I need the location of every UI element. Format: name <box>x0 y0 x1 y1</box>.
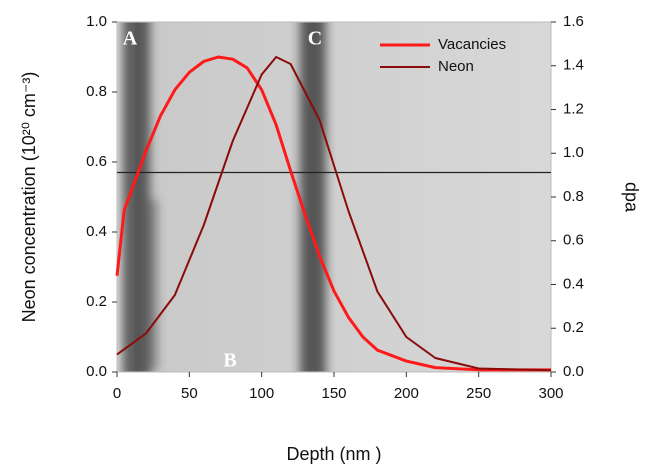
y-tick-label: 0.2 <box>86 293 107 310</box>
annotation: B <box>223 350 236 372</box>
y2-tick-label: 0.8 <box>563 188 584 205</box>
x-tick-label: 250 <box>466 385 491 402</box>
y2-tick-label: 0.2 <box>563 319 584 336</box>
y2-tick-label: 1.0 <box>563 144 584 161</box>
y-axis-label: Neon concentration (10²⁰ cm⁻³) <box>19 72 39 323</box>
x-tick-label: 50 <box>181 385 198 402</box>
x-tick-label: 150 <box>321 385 346 402</box>
x-axis-label: Depth (nm ) <box>286 444 381 464</box>
y-tick-label: 1.0 <box>86 13 107 30</box>
x-tick-label: 200 <box>394 385 419 402</box>
x-tick-label: 300 <box>538 385 563 402</box>
micrograph <box>117 22 551 372</box>
y-tick-label: 0.0 <box>86 363 107 380</box>
y-tick-label: 0.8 <box>86 83 107 100</box>
y2-tick-label: 0.6 <box>563 232 584 249</box>
y2-tick-label: 0.4 <box>563 275 584 292</box>
x-tick-label: 0 <box>113 385 121 402</box>
y2-tick-label: 1.2 <box>563 100 584 117</box>
y-tick-label: 0.4 <box>86 223 107 240</box>
series-line <box>115 55 551 372</box>
y2-tick-label: 1.4 <box>563 57 584 74</box>
annotation: C <box>308 28 322 50</box>
legend-label: Vacancies <box>438 36 506 53</box>
y2-tick-label: 0.0 <box>563 363 584 380</box>
annotation: A <box>123 28 138 50</box>
legend-label: Neon <box>438 58 474 75</box>
x-tick-label: 100 <box>249 385 274 402</box>
y2-axis-label: dpa <box>621 182 641 213</box>
y2-tick-label: 1.6 <box>563 13 584 30</box>
series-line <box>116 56 552 372</box>
y-tick-label: 0.6 <box>86 153 107 170</box>
